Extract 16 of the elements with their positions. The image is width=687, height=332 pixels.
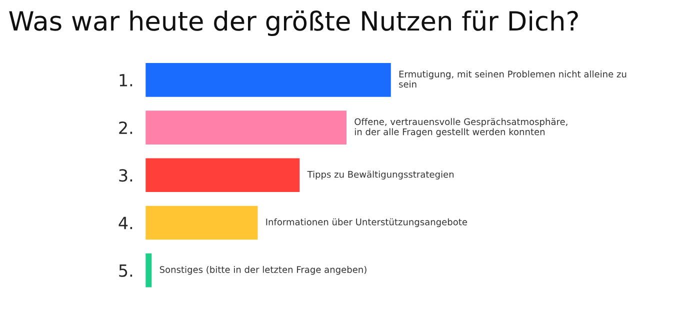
annotation: Ermutigung, mit seinen Problemen nicht alleine zu sein xyxy=(399,70,626,88)
bar xyxy=(144,156,302,194)
bar xyxy=(144,204,260,242)
y-tick-label: 1. xyxy=(120,74,132,86)
y-tick-label: 3. xyxy=(119,169,132,182)
annotation: Offene, vertrauensvolle Gesprächsatmosphäre, in der alle Fragen gestellt werden konnten xyxy=(354,118,568,137)
bar xyxy=(144,109,348,146)
y-tick-label: 5. xyxy=(119,264,132,277)
chart-title: Was war heute der größte Nutzen für Dich? xyxy=(9,10,578,36)
annotation: Informationen über Unterstützungsangebote xyxy=(266,218,468,228)
y-tick-label: 4. xyxy=(118,216,132,230)
bar xyxy=(144,252,154,289)
y-tick-label: 2. xyxy=(119,121,132,134)
annotation: Sonstiges (bitte in der letzten Frage angeben) xyxy=(160,266,366,275)
bar xyxy=(144,62,392,98)
annotation: Tipps zu Bewältigungsstrategien xyxy=(307,170,454,180)
